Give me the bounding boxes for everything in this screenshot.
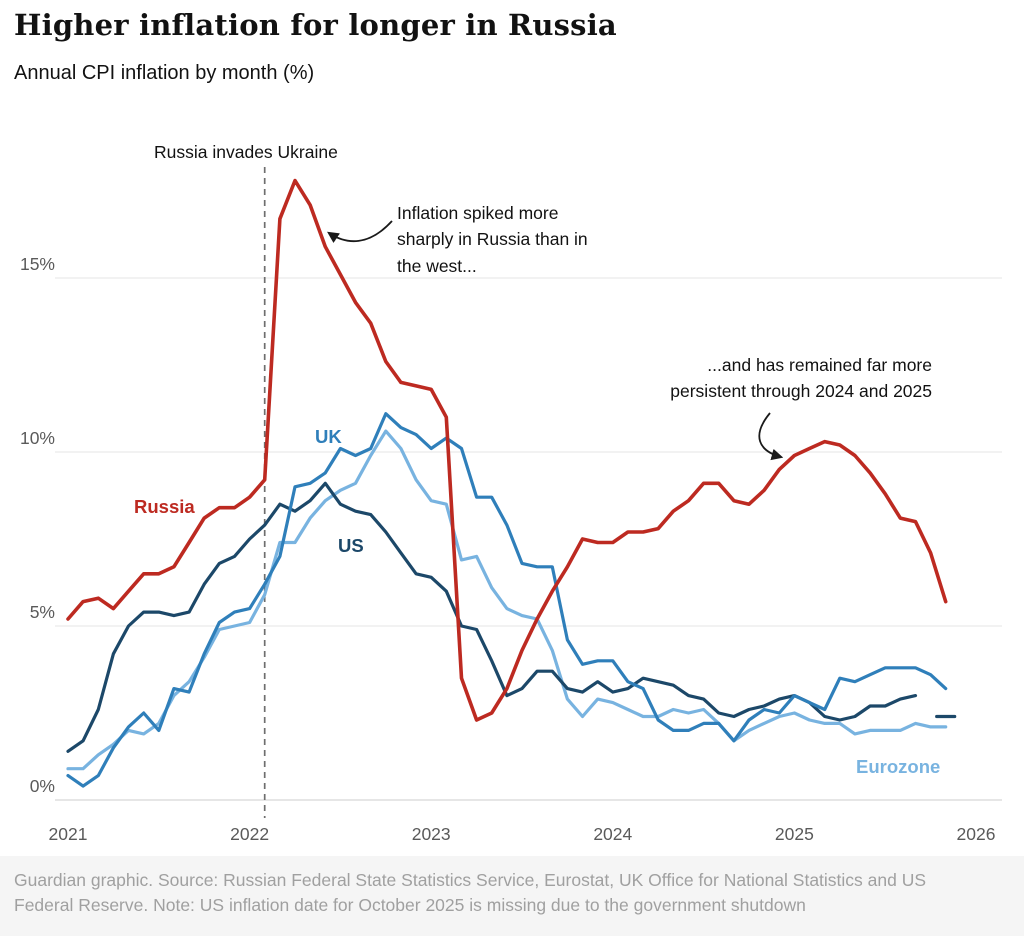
series-line-uk <box>66 412 948 788</box>
series-line-russia <box>66 178 948 722</box>
x-axis-tick-label: 2025 <box>775 824 814 844</box>
x-axis-tick-label: 2024 <box>593 824 632 844</box>
event-annotation-label: Russia invades Ukraine <box>154 142 338 162</box>
series-line-us <box>66 481 918 753</box>
persist-annotation-text: ...and has remained far more persistent … <box>670 355 932 402</box>
series-label-russia: Russia <box>134 496 195 517</box>
x-axis-tick-label: 2021 <box>49 824 88 844</box>
spike-annotation-text: Inflation spiked more sharply in Russia … <box>397 203 588 276</box>
page-title: Higher inflation for longer in Russia <box>14 8 617 42</box>
source-caption: Guardian graphic. Source: Russian Federa… <box>14 870 927 916</box>
y-axis-tick-label: 0% <box>30 776 55 796</box>
series-label-uk: UK <box>315 426 342 447</box>
x-axis-tick-label: 2023 <box>412 824 451 844</box>
series-line-eurozone <box>66 429 948 771</box>
y-axis-tick-label: 10% <box>20 428 55 448</box>
x-axis-tick-label: 2026 <box>957 824 996 844</box>
persist-annotation-arrow <box>758 412 784 461</box>
chart-subtitle: Annual CPI inflation by month (%) <box>14 62 315 84</box>
y-axis-tick-label: 15% <box>20 254 55 274</box>
footer-band <box>0 856 1024 936</box>
spike-annotation-arrow <box>327 220 393 244</box>
y-axis-tick-label: 5% <box>30 602 55 622</box>
series-label-us: US <box>338 535 364 556</box>
series-label-eurozone: Eurozone <box>856 756 941 777</box>
x-axis-tick-label: 2022 <box>230 824 269 844</box>
